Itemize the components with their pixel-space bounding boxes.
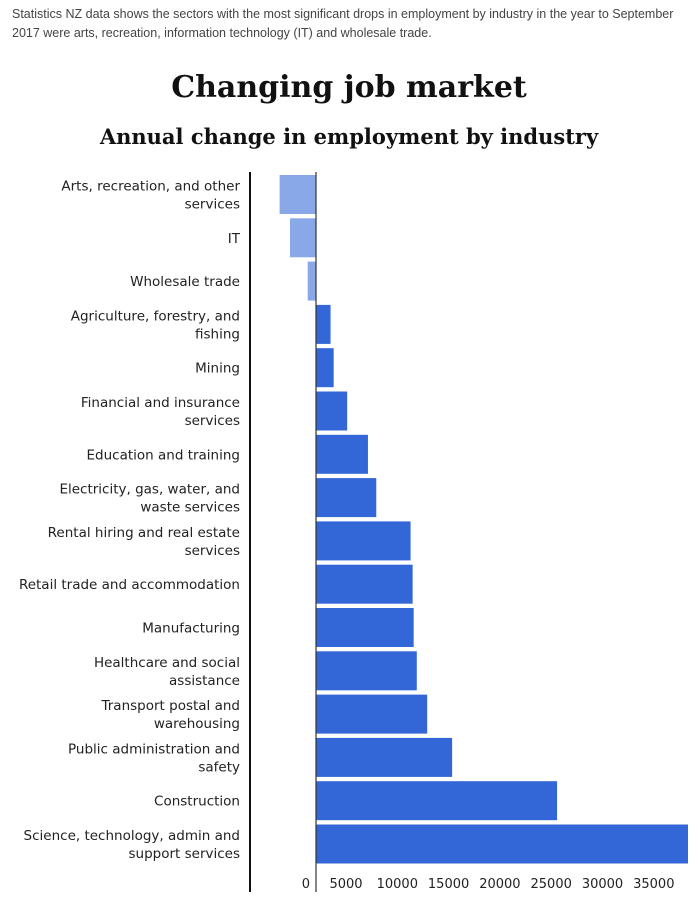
x-tick-label: 20000 [479,877,520,892]
bar [316,348,334,388]
category-label: Electricity, gas, water, and waste servic… [59,482,240,516]
bar [316,391,348,431]
bar [316,608,414,647]
category-label: Rental hiring and real estate services [48,525,240,559]
category-label: Construction [154,794,240,810]
x-tick-label: 10000 [377,877,418,892]
bar [316,694,428,734]
bar [316,521,411,561]
bar [316,737,453,777]
category-label: Manufacturing [142,621,240,637]
category-label: Arts, recreation, and other services [61,179,240,213]
bar [307,261,316,301]
category-label: Science, technology, admin and support se… [24,828,240,862]
category-label: Mining [195,361,240,377]
category-label: Wholesale trade [130,274,240,290]
x-tick-label: 15000 [428,877,469,892]
category-label: Transport postal and warehousing [100,698,240,732]
category-label: IT [228,231,241,247]
bar [279,175,316,214]
x-tick-label: 5000 [329,877,362,892]
intro-text: Statistics NZ data shows the sectors wit… [12,7,674,40]
x-tick-label: 25000 [531,877,572,892]
category-label: Education and training [87,447,241,463]
bar [316,824,688,864]
chart-subtitle: Annual change in employment by industry [99,124,599,149]
category-label: Public administration and safety [68,741,240,775]
category-label: Healthcare and social assistance [94,655,240,689]
bar [316,478,377,518]
bar [316,304,331,344]
bar [316,434,368,474]
x-tick-label: 35000 [633,877,674,892]
category-label: Financial and insurance services [81,395,240,429]
bar [316,564,413,604]
category-label: Retail trade and accommodation [19,577,240,593]
bar [316,651,417,691]
bar [290,218,316,258]
x-tick-label: 0 [302,877,310,892]
x-tick-label: 30000 [582,877,623,892]
bar [316,781,558,821]
category-label: Agriculture, forestry, and fishing [71,308,240,342]
chart-title: Changing job market [171,70,527,105]
